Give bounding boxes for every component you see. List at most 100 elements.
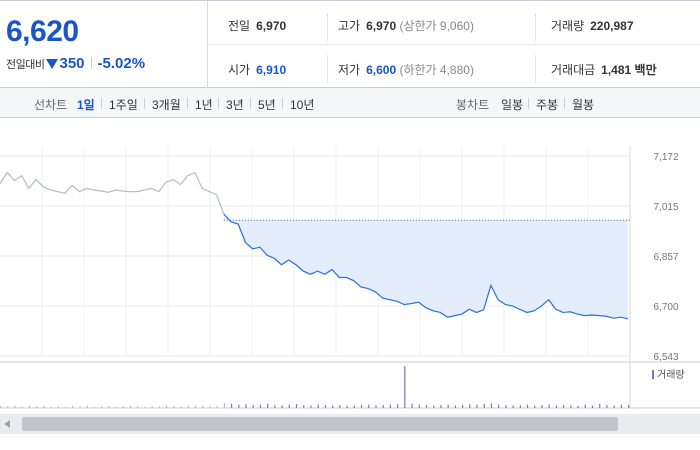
price-change: 350 — [59, 55, 85, 72]
volume-bar — [577, 405, 579, 408]
chart-scrollbar[interactable] — [0, 414, 700, 434]
volume-bar — [512, 405, 514, 408]
price-axis: 7,172 7,015 6,857 6,700 6,543 — [653, 152, 678, 363]
volume-bar — [230, 403, 233, 408]
day-high: 고가 6,970 (상한가 9,060) — [338, 19, 474, 33]
volume-bar — [570, 405, 572, 408]
volume-bar — [548, 404, 550, 408]
y-tick-label: 7,015 — [653, 202, 678, 213]
y-tick-label: 7,172 — [653, 152, 678, 163]
volume-bar — [433, 405, 435, 408]
volume-bar — [606, 405, 608, 408]
divider — [90, 57, 92, 69]
volume-bar — [129, 405, 132, 408]
volume-bar — [498, 404, 500, 408]
decline-area — [223, 213, 628, 319]
legend-swatch — [652, 370, 654, 379]
volume-bar — [295, 404, 298, 408]
volume-bar — [505, 405, 507, 408]
volume-bars: 거래량 — [0, 366, 685, 408]
volume-bar — [288, 404, 290, 408]
current-price-box: 6,620 전일대비 350 -5.02% — [0, 1, 208, 88]
volume-bar — [166, 405, 168, 408]
volume-bar — [375, 405, 377, 408]
tab-divider — [528, 98, 529, 109]
volume-bar — [101, 406, 103, 408]
volume-bar — [151, 405, 153, 408]
intraday-price-chart[interactable]: 7,172 7,015 6,857 6,700 6,543 거래량 — [0, 118, 700, 414]
volume-bar — [14, 405, 16, 408]
volume-bar — [526, 404, 529, 408]
volume-bar — [36, 406, 38, 408]
trade-amount: 거래대금 1,481 백만 — [551, 63, 657, 77]
tab-5year[interactable]: 5년 — [258, 98, 276, 112]
volume-bar — [7, 406, 9, 408]
tab-weekly-candle[interactable]: 주봉 — [536, 98, 559, 112]
volume-bar — [209, 406, 211, 408]
volume-bar — [267, 403, 269, 408]
volume-bar — [476, 404, 478, 408]
current-price: 6,620 — [6, 15, 79, 48]
diff-label: 전일대비 — [6, 59, 45, 71]
price-change-row: 전일대비 350 -5.02% — [6, 55, 145, 72]
scroll-thumb[interactable] — [22, 417, 618, 431]
divider — [535, 55, 536, 83]
volume-bar — [519, 405, 521, 408]
volume-bar — [216, 405, 218, 408]
divider — [327, 13, 328, 41]
volume-bar — [202, 405, 204, 408]
chart-period-tabs: 선차트 1일 1주일 3개월 1년 3년 5년 10년 봉차트 일봉 주봉 월봉 — [0, 88, 700, 118]
volume-bar — [584, 404, 586, 408]
volume-bar — [72, 405, 74, 408]
row-divider — [208, 44, 700, 45]
volume-bar — [591, 405, 594, 408]
tab-1week[interactable]: 1주일 — [109, 98, 138, 112]
volume-bar — [425, 405, 428, 408]
tab-divider — [250, 98, 251, 109]
tab-divider — [564, 98, 565, 109]
volume-bar — [440, 405, 442, 408]
volume-bar — [173, 405, 175, 408]
volume-bar — [490, 403, 493, 408]
down-arrow-icon — [46, 59, 59, 69]
volume-bar — [223, 402, 225, 408]
volume-bar — [28, 405, 31, 408]
volume-bar — [483, 403, 485, 408]
line-chart-label: 선차트 — [34, 98, 68, 112]
price-fill-area — [223, 213, 630, 319]
volume-bar — [43, 405, 45, 408]
volume-bar — [310, 405, 312, 408]
volume-bar — [397, 404, 399, 408]
y-tick-label: 6,543 — [653, 352, 678, 363]
change-rate: -5.02% — [97, 55, 146, 72]
volume-bar — [620, 404, 622, 408]
tab-divider — [218, 98, 219, 109]
volume-bar — [541, 405, 543, 408]
price-line-above — [0, 171, 225, 215]
day-low: 저가 6,600 (하한가 4,880) — [338, 63, 474, 77]
tab-daily-candle[interactable]: 일봉 — [501, 98, 524, 112]
volume-bar — [382, 405, 384, 408]
volume-bar — [144, 406, 146, 408]
volume-bar — [57, 406, 59, 408]
tab-10year[interactable]: 10년 — [290, 98, 315, 112]
volume-bar — [158, 406, 161, 408]
volume-bar — [454, 405, 456, 408]
scroll-left-arrow-icon[interactable] — [4, 420, 10, 428]
volume-bar — [346, 405, 348, 408]
volume-bar — [115, 406, 117, 408]
tab-monthly-candle[interactable]: 월봉 — [572, 98, 595, 112]
tab-3month[interactable]: 3개월 — [152, 98, 181, 112]
prev-close: 전일 6,970 — [228, 19, 287, 33]
volume: 거래량 220,987 — [551, 19, 634, 33]
volume-bar — [339, 405, 341, 408]
tab-1day[interactable]: 1일 — [77, 98, 95, 112]
volume-bar — [411, 403, 413, 408]
volume-bar — [259, 404, 262, 408]
tab-1year[interactable]: 1년 — [195, 98, 213, 112]
volume-bar — [137, 406, 139, 408]
volume-bar — [303, 405, 305, 408]
volume-bar — [21, 406, 23, 408]
tab-3year[interactable]: 3년 — [226, 98, 244, 112]
